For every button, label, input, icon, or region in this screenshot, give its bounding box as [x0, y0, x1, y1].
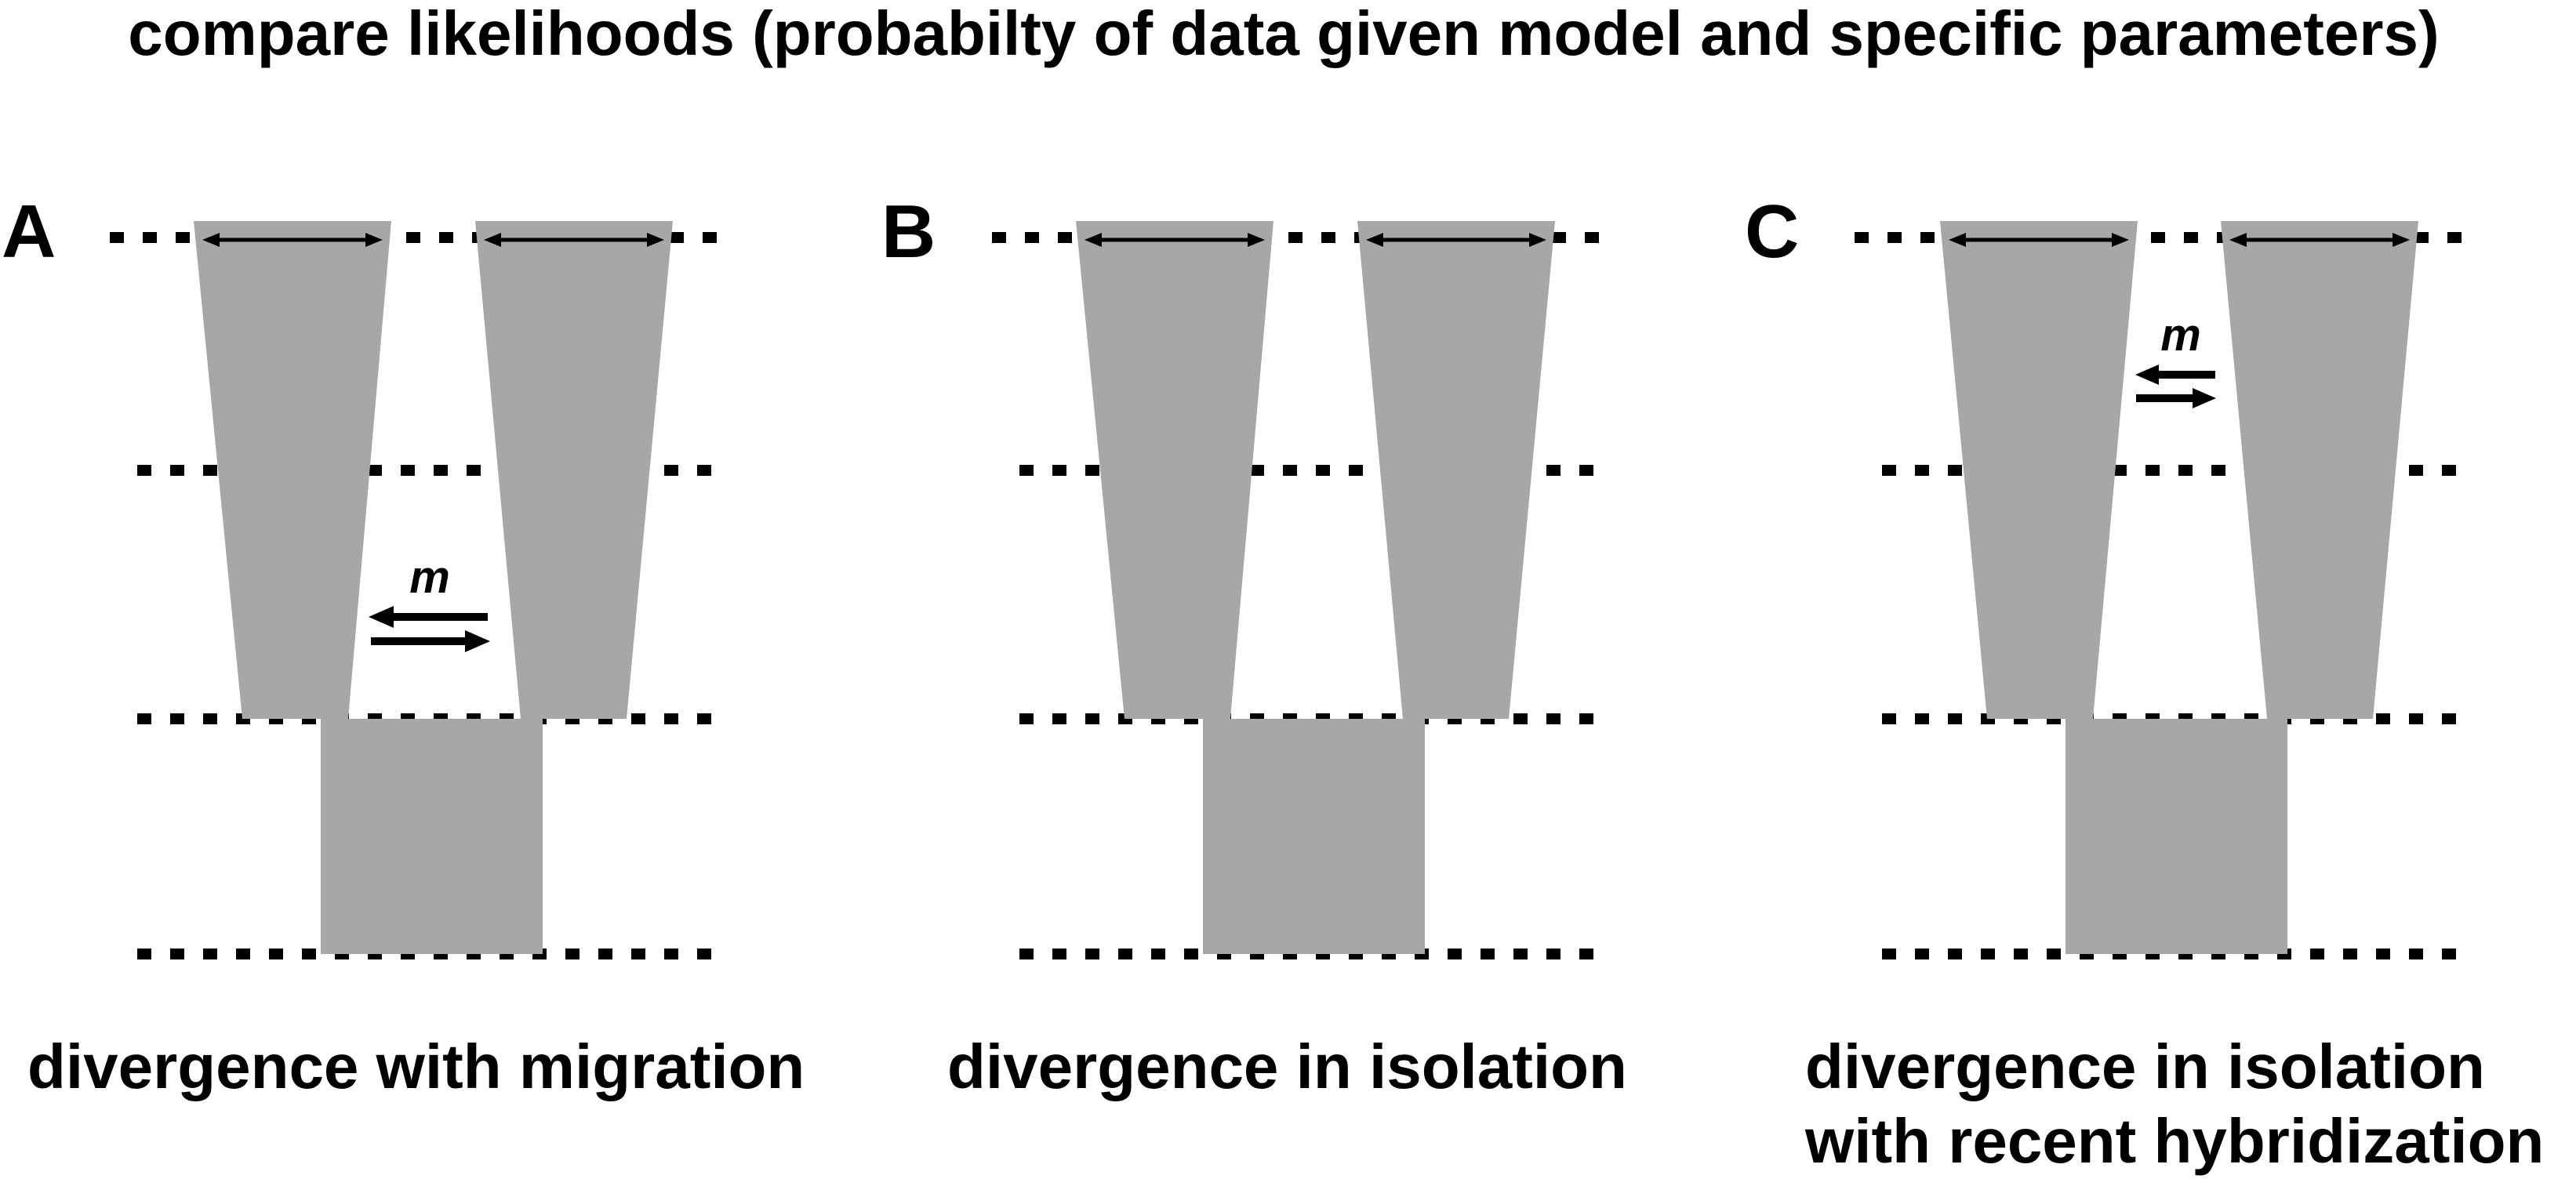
panel-c-caption-line-1: divergence in isolation [1805, 1032, 2485, 1101]
panel-c-daughter-population-right [2221, 221, 2418, 719]
panel-c: C m divergence in isolation with recent … [1745, 190, 2544, 1176]
panel-c-caption-line-2: with recent hybridization [1804, 1106, 2544, 1176]
panel-a-migration-label: m [409, 552, 450, 603]
panel-b-size-arrow-left [1085, 233, 1265, 247]
panel-a-size-arrow-right [484, 233, 664, 247]
panel-a-ancestral-population [321, 719, 543, 954]
panel-c-daughter-population-left [1940, 221, 2138, 719]
panel-b-daughter-population-right [1357, 221, 1555, 719]
panel-a-letter: A [2, 190, 56, 274]
panel-c-migration-label: m [2160, 310, 2201, 361]
panel-a-migration-arrows [369, 606, 490, 652]
panel-b: B divergence in isolation [881, 190, 1627, 1101]
panel-a-size-arrow-left [202, 233, 383, 247]
panel-c-size-arrow-left [1949, 233, 2129, 247]
panel-a: A m divergence with migrati [2, 190, 805, 1101]
panel-a-daughter-population-left [194, 221, 391, 719]
panel-b-letter: B [881, 190, 936, 274]
panel-b-size-arrow-right [1366, 233, 1546, 247]
panel-a-daughter-population-right [475, 221, 673, 719]
panel-b-ancestral-population [1203, 719, 1425, 954]
panel-c-ancestral-population [2066, 719, 2287, 954]
panel-b-daughter-population-left [1076, 221, 1273, 719]
panel-c-migration-arrows [2135, 365, 2216, 408]
panel-c-size-arrow-right [2229, 233, 2410, 247]
panel-c-letter: C [1745, 190, 1799, 274]
figure-title: compare likelihoods (probabilty of data … [128, 0, 2439, 68]
panel-b-caption: divergence in isolation [947, 1032, 1627, 1101]
panel-a-caption: divergence with migration [27, 1032, 805, 1101]
